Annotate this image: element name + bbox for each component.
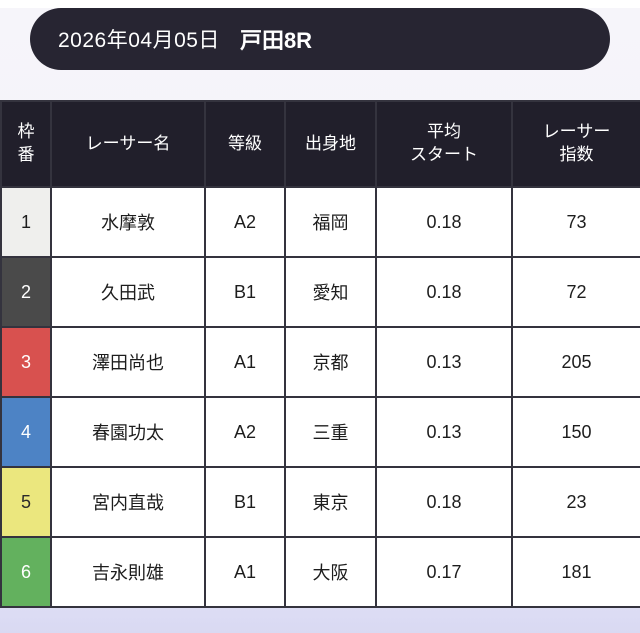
cell-origin: 福岡 [284,186,377,258]
cell-waku: 2 [0,256,52,328]
table-header-row: 枠 番 レーサー名 等級 出身地 平均 スタート レーサー 指数 [0,100,640,188]
cell-racer-name: 澤田尚也 [50,326,206,398]
cell-waku: 6 [0,536,52,608]
cell-avg-start: 0.17 [375,536,513,608]
cell-avg-start: 0.13 [375,326,513,398]
cell-origin: 愛知 [284,256,377,328]
col-header-grade: 等級 [204,100,286,188]
cell-racer-name: 春園功太 [50,396,206,468]
cell-avg-start: 0.18 [375,256,513,328]
col-header-waku: 枠 番 [0,100,52,188]
table-row: 4 春園功太 A2 三重 0.13 150 [0,396,640,468]
cell-racer-index: 72 [511,256,640,328]
cell-waku: 4 [0,396,52,468]
table-row: 3 澤田尚也 A1 京都 0.13 205 [0,326,640,398]
col-header-racer-name: レーサー名 [50,100,206,188]
cell-racer-index: 181 [511,536,640,608]
cell-waku: 3 [0,326,52,398]
col-header-avg-start: 平均 スタート [375,100,513,188]
cell-avg-start: 0.13 [375,396,513,468]
race-header-bar: 2026年04月05日 戸田8R [30,8,610,70]
cell-grade: B1 [204,466,286,538]
cell-grade: A2 [204,396,286,468]
cell-origin: 京都 [284,326,377,398]
cell-racer-name: 吉永則雄 [50,536,206,608]
cell-racer-index: 23 [511,466,640,538]
table-row: 1 水摩敦 A2 福岡 0.18 73 [0,186,640,258]
cell-racer-name: 宮内直哉 [50,466,206,538]
race-card-table: 枠 番 レーサー名 等級 出身地 平均 スタート レーサー 指数 1 水摩敦 A… [0,100,640,608]
cell-avg-start: 0.18 [375,186,513,258]
cell-racer-name: 久田武 [50,256,206,328]
cell-racer-index: 73 [511,186,640,258]
cell-waku: 1 [0,186,52,258]
race-date: 2026年04月05日 [58,29,220,52]
cell-waku: 5 [0,466,52,538]
col-header-origin: 出身地 [284,100,377,188]
col-header-racer-index: レーサー 指数 [511,100,640,188]
cell-racer-name: 水摩敦 [50,186,206,258]
cell-grade: B1 [204,256,286,328]
race-name: 戸田8R [239,28,313,53]
cell-origin: 東京 [284,466,377,538]
cell-racer-index: 205 [511,326,640,398]
cell-origin: 三重 [284,396,377,468]
cell-grade: A1 [204,326,286,398]
cell-racer-index: 150 [511,396,640,468]
cell-origin: 大阪 [284,536,377,608]
table-row: 6 吉永則雄 A1 大阪 0.17 181 [0,536,640,608]
cell-grade: A2 [204,186,286,258]
table-row: 2 久田武 B1 愛知 0.18 72 [0,256,640,328]
table-row: 5 宮内直哉 B1 東京 0.18 23 [0,466,640,538]
cell-grade: A1 [204,536,286,608]
page-background: 2026年04月05日 戸田8R 枠 番 レーサー名 等級 出身地 平均 スター… [0,8,640,633]
cell-avg-start: 0.18 [375,466,513,538]
